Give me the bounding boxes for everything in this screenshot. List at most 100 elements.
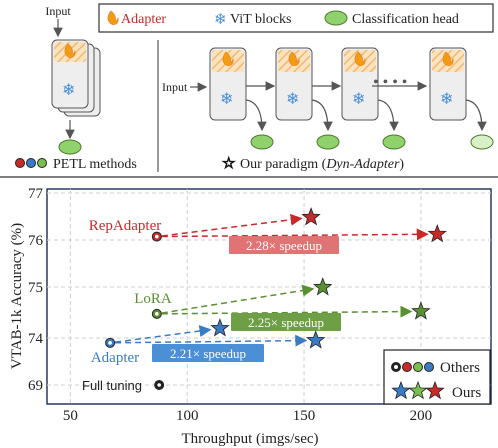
legend-star-icon: [408, 380, 428, 400]
chart-legend: Others Ours: [383, 349, 491, 405]
star-outline-icon: ☆: [222, 156, 235, 172]
speedup-badge: [152, 344, 264, 362]
top-diagram: Adapter ❄ ViT blocks Classification head…: [0, 3, 498, 178]
method-repadapter: RepAdapter 2.28× speedup: [89, 207, 447, 254]
flame-icon: [442, 51, 454, 66]
speedup-badge: [231, 313, 341, 331]
method-adapter: Adapter 2.21× speedup: [91, 318, 326, 366]
head-icon: [58, 139, 82, 155]
paradigm-suffix: ): [399, 157, 404, 172]
full-tuning: Full tuning: [82, 378, 165, 393]
snowflake-icon: ❄: [286, 91, 299, 108]
y-tick-label: 76: [28, 233, 44, 249]
base-point-center: [155, 234, 159, 239]
legend-star-icon: [425, 380, 445, 400]
vit-block: ❄: [275, 47, 342, 150]
circle-blue-icon: [26, 158, 36, 168]
method-label: Adapter: [91, 350, 139, 366]
paradigm-name: Dyn-Adapter: [325, 157, 400, 172]
paradigm: Input ❄ ❄ ❄ ❄ • • • • ☆ Our paradigm (Dyn-A…: [162, 47, 494, 173]
snowflake-icon: ❄: [214, 12, 227, 28]
accuracy-chart: 50 100 150 200 69 74 75 76 77 RepAdapter 2.28× sp…: [9, 186, 492, 447]
circle-red-icon: [15, 158, 25, 168]
speedup-arrow: [114, 325, 212, 343]
full-tuning-label: Full tuning: [82, 378, 142, 393]
head-icon: [470, 134, 494, 150]
input-left-label: Input: [45, 4, 71, 18]
method-label: RepAdapter: [89, 218, 161, 234]
vit-block: ❄: [209, 47, 276, 150]
head-arrow: [377, 99, 399, 132]
y-tick-label: 75: [28, 280, 43, 296]
petl-stack: Input ❄ PETL methods: [15, 4, 137, 172]
legend-head-label: Classification head: [352, 12, 459, 27]
speedup-label: 2.28× speedup: [246, 238, 322, 253]
legend-star-icon: [391, 380, 411, 400]
x-tick-label: 50: [63, 408, 78, 424]
adapter-legend: Adapter: [107, 10, 166, 27]
ours-star: [210, 318, 230, 337]
head-icon: [382, 134, 406, 150]
petl-label: PETL methods: [53, 157, 137, 172]
input-right-label: Input: [162, 80, 188, 94]
method-lora: LoRA 2.25× speedup: [134, 277, 431, 331]
speedup-arrow: [161, 213, 303, 237]
method-label: LoRA: [134, 291, 172, 307]
flame-icon: [222, 51, 234, 66]
y-tick-label: 74: [28, 331, 44, 347]
flame-icon: [64, 43, 76, 58]
x-axis-label: Throughput (imgs/sec): [181, 431, 318, 447]
base-point-center: [155, 312, 159, 316]
legend-vit-label: ViT blocks: [230, 12, 292, 27]
head-arrow: [311, 99, 333, 132]
x-tick-label: 150: [293, 408, 316, 424]
head-icon: [316, 134, 340, 150]
head-arrow: [465, 99, 487, 132]
snowflake-icon: ❄: [220, 91, 233, 108]
speedup-label: 2.21× speedup: [170, 346, 246, 361]
ellipsis: • • • •: [373, 74, 407, 91]
head-legend: Classification head: [324, 10, 459, 27]
legend-circle-green-icon: [413, 362, 423, 372]
speedup-arrow: [161, 228, 429, 241]
snowflake-icon: ❄: [352, 91, 365, 108]
svg-text:Our paradigm (Dyn-Adapter): Our paradigm (Dyn-Adapter): [240, 157, 404, 172]
legend-ours-label: Ours: [452, 385, 481, 401]
legend-circle-red-icon: [402, 362, 412, 372]
legend-circle-blue-icon: [424, 362, 434, 372]
vit-block: ❄: [429, 47, 494, 150]
ours-star: [411, 301, 431, 320]
legend-adapter-label: Adapter: [121, 12, 166, 27]
x-tick-label: 200: [410, 408, 433, 424]
speedup-arrow: [161, 305, 413, 318]
head-icon: [250, 134, 274, 150]
speedup-arrow: [161, 284, 315, 314]
ours-star: [306, 330, 326, 349]
y-tick-label: 77: [28, 186, 44, 202]
speedup-label: 2.25× speedup: [248, 315, 324, 330]
full-tuning-point-center: [157, 383, 161, 387]
x-tick-label: 100: [176, 408, 199, 424]
legend-others-label: Others: [440, 360, 480, 376]
flame-icon: [107, 10, 119, 25]
paradigm-prefix: Our paradigm (: [240, 157, 327, 172]
head-arrow: [245, 99, 267, 132]
ours-star: [313, 277, 333, 296]
speedup-arrow: [115, 334, 308, 347]
flame-icon: [288, 51, 300, 66]
snowflake-icon: ❄: [440, 91, 453, 108]
y-tick-label: 69: [28, 378, 43, 394]
base-point-center: [108, 341, 112, 345]
y-axis-label: VTAB-1k Accuracy (%): [9, 223, 25, 369]
head-icon: [324, 10, 348, 26]
vit-block: ❄: [341, 47, 406, 150]
speedup-badge: [229, 236, 339, 254]
snowflake-icon: ❄: [62, 82, 75, 99]
paradigm-caption: ☆ Our paradigm (Dyn-Adapter): [222, 156, 405, 173]
ours-star: [301, 207, 321, 226]
vit-legend: ❄ ViT blocks: [214, 12, 292, 28]
flame-icon: [354, 51, 366, 66]
ours-star: [427, 224, 447, 243]
circle-green-icon: [37, 158, 47, 168]
